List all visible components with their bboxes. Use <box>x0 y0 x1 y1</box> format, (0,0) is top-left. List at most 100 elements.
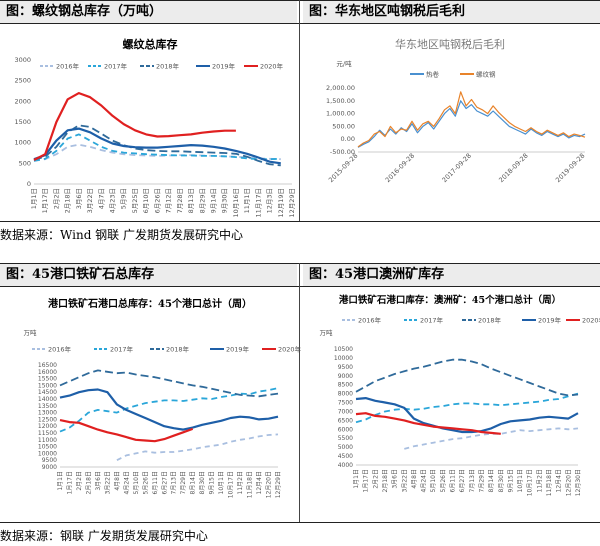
x-tick-label: 12月29日 <box>275 471 282 498</box>
header-rule <box>0 286 600 287</box>
y-tick-label: 13000 <box>38 410 57 417</box>
chart-title: 港口铁矿石港口库存：澳洲矿：45个港口总计（周） <box>339 294 561 306</box>
x-tick-label: 2月18日 <box>382 469 389 492</box>
x-tick-label: 5月26日 <box>142 471 149 494</box>
y-tick-label: 14000 <box>38 396 57 403</box>
x-tick-label: 2016-09-28 <box>384 152 416 184</box>
y-tick-label: 0 <box>27 180 31 188</box>
x-tick-label: 6月27日 <box>161 471 168 494</box>
y-tick-label: 15000 <box>38 382 57 389</box>
y-tick-label: 2000 <box>14 97 31 105</box>
x-tick-label: 6月27日 <box>459 469 466 492</box>
y-tick-label: -500.00 <box>330 148 355 156</box>
x-tick-label: 1月17日 <box>66 471 73 494</box>
y-tick-label: 9500 <box>338 364 353 371</box>
legend-label: 热卷 <box>426 70 440 79</box>
y-tick-label: 10000 <box>334 355 353 362</box>
x-tick-label: 9月14日 <box>209 188 217 213</box>
x-tick-label: 12月20日 <box>565 469 572 496</box>
legend-label: 2018年 <box>166 345 190 354</box>
series-line-螺纹钢 <box>357 91 586 148</box>
y-tick-label: 5000 <box>338 444 353 451</box>
x-tick-label: 1月1日 <box>353 469 360 489</box>
panel-divider <box>299 0 300 221</box>
series-line-2016年 <box>116 433 279 462</box>
series-line-2020年 <box>59 419 194 443</box>
top-rule <box>0 0 600 1</box>
legend-label: 螺纹钢 <box>476 70 496 79</box>
legend-label: 2020年 <box>278 345 302 354</box>
legend-label: 2019年 <box>226 345 250 354</box>
series-line-2017年 <box>59 387 279 433</box>
x-tick-label: 12月4日 <box>556 469 563 492</box>
x-tick-label: 4月24日 <box>421 469 428 492</box>
y-axis-label: 万吨 <box>24 328 38 337</box>
y-tick-label: 7000 <box>338 408 353 415</box>
x-tick-label: 7月29日 <box>478 469 485 492</box>
x-tick-label: 3月6日 <box>392 469 399 489</box>
y-tick-label: 2500 <box>14 77 31 85</box>
y-tick-label: 10000 <box>38 450 57 457</box>
header-rule <box>0 23 600 24</box>
series-line-2016年 <box>33 143 281 162</box>
x-tick-label: 6月11日 <box>450 469 457 492</box>
x-tick-label: 2月18日 <box>64 188 72 213</box>
x-tick-label: 12月19日 <box>277 188 285 218</box>
y-tick-label: 500.00 <box>332 122 355 130</box>
series-line-热卷 <box>357 100 586 148</box>
source-note: 数据来源：Wind 钢联 广发期货发展研究中心 <box>0 228 244 242</box>
y-tick-label: 11000 <box>38 437 57 444</box>
x-tick-label: 10月1日 <box>517 469 524 492</box>
chart-title: 螺纹总库存 <box>123 37 178 51</box>
x-tick-label: 2017-09-28 <box>441 152 473 184</box>
x-tick-label: 6月10日 <box>142 188 150 213</box>
series-line-2019年 <box>59 388 279 431</box>
x-tick-label: 11月18日 <box>247 471 254 498</box>
x-tick-label: 7月29日 <box>180 471 187 494</box>
x-tick-label: 11月1日 <box>243 188 251 213</box>
panel-divider <box>299 263 300 522</box>
y-axis-label: 元/吨 <box>336 59 352 68</box>
y-tick-label: 3000 <box>14 56 31 64</box>
x-tick-label: 12月4日 <box>256 471 263 494</box>
y-tick-label: 8500 <box>338 382 353 389</box>
x-tick-label: 2018-09-28 <box>497 152 529 184</box>
y-tick-label: 7500 <box>338 400 353 407</box>
y-tick-label: 0.00 <box>341 135 355 143</box>
series-line-2020年 <box>33 92 236 161</box>
x-tick-label: 6月26日 <box>153 188 161 213</box>
y-tick-label: 9000 <box>42 464 57 471</box>
x-tick-label: 11月18日 <box>546 469 553 496</box>
x-tick-label: 5月26日 <box>440 469 447 492</box>
x-tick-label: 2月18日 <box>85 471 92 494</box>
y-tick-label: 8000 <box>338 391 353 398</box>
legend-label: 2020年 <box>582 316 600 325</box>
x-tick-label: 3月6日 <box>95 471 102 491</box>
x-tick-label: 12月20日 <box>266 471 273 498</box>
x-tick-label: 8月13日 <box>187 188 195 213</box>
y-tick-label: 5500 <box>338 435 353 442</box>
legend-label: 2017年 <box>104 62 128 71</box>
x-tick-label: 2月2日 <box>52 188 60 209</box>
x-tick-label: 12月29日 <box>288 188 296 218</box>
x-tick-label: 3月22日 <box>104 471 111 494</box>
y-tick-label: 10500 <box>334 346 353 353</box>
x-tick-label: 4月24日 <box>123 471 130 494</box>
legend-label: 2016年 <box>56 62 80 71</box>
x-tick-label: 2015-09-28 <box>327 152 359 184</box>
y-tick-label: 16000 <box>38 369 57 376</box>
y-tick-label: 10500 <box>38 444 57 451</box>
x-tick-label: 8月30日 <box>199 471 206 494</box>
y-tick-label: 11500 <box>38 430 57 437</box>
bottom-rule <box>0 522 600 523</box>
x-tick-label: 12月3日 <box>266 188 274 213</box>
x-tick-label: 3月22日 <box>401 469 408 492</box>
x-tick-label: 5月10日 <box>430 469 437 492</box>
y-tick-label: 16500 <box>38 362 57 369</box>
y-tick-label: 500 <box>19 159 31 167</box>
panel-title: 图：螺纹钢总库存（万吨） <box>0 1 297 23</box>
x-tick-label: 7月28日 <box>176 188 184 213</box>
x-tick-label: 4月8日 <box>114 471 121 491</box>
x-tick-label: 9月15日 <box>209 471 216 494</box>
